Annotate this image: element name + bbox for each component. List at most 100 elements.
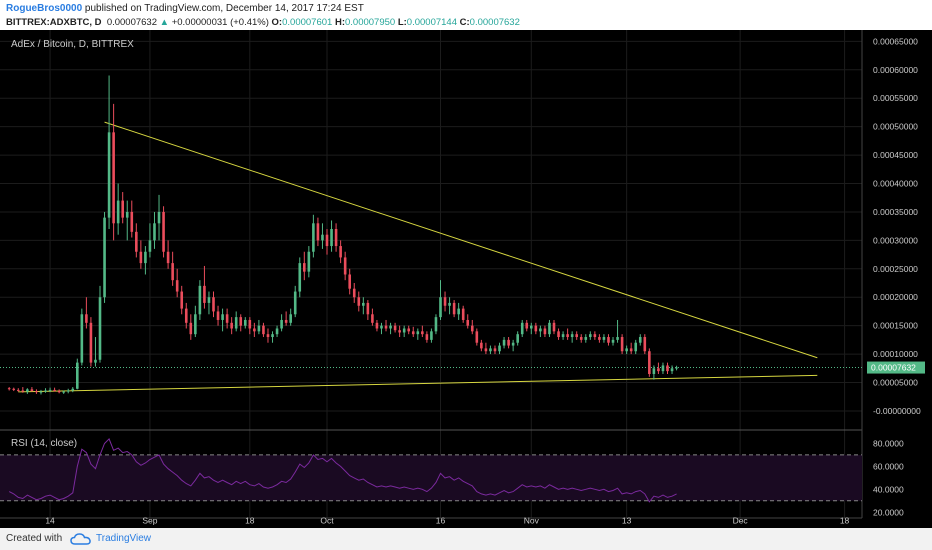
candle-body <box>35 391 38 393</box>
candle <box>221 308 224 332</box>
candle <box>407 325 411 335</box>
candle-body <box>579 337 583 340</box>
trendlines[interactable] <box>0 121 862 393</box>
candle <box>39 389 43 395</box>
candle-body <box>293 291 297 315</box>
last-price: 0.00007632 <box>106 17 158 28</box>
candle-body <box>57 391 61 393</box>
candle-body <box>275 328 279 335</box>
rsi-tick-label: 80.0000 <box>873 438 904 448</box>
candle <box>525 319 529 332</box>
candle <box>620 334 624 355</box>
candle <box>321 223 324 249</box>
candle-body <box>570 334 574 338</box>
candle <box>116 183 120 235</box>
candle-body <box>411 331 415 335</box>
candle <box>443 291 447 312</box>
candle-body <box>648 351 651 374</box>
candle-body <box>539 328 542 332</box>
candle <box>575 331 578 340</box>
candle-body <box>116 200 120 224</box>
price-tick-label: 0.00040000 <box>873 179 918 189</box>
candle <box>530 322 533 335</box>
candle-body <box>421 331 424 335</box>
tradingview-brand-link[interactable]: TradingView <box>96 533 152 544</box>
candle-body <box>452 302 456 315</box>
candle-body <box>493 348 497 352</box>
candle-body <box>375 322 379 329</box>
candle-body <box>89 322 93 363</box>
candle <box>253 322 256 338</box>
candle-body <box>525 322 529 329</box>
candle-body <box>339 246 342 258</box>
price-tick-label: -0.00000000 <box>873 406 921 416</box>
candle <box>157 194 161 241</box>
candle <box>661 362 665 374</box>
candle <box>275 325 279 338</box>
candle <box>94 337 97 367</box>
candle-body <box>530 325 533 329</box>
candle <box>194 305 197 338</box>
candle <box>307 246 311 278</box>
candle <box>62 390 65 394</box>
axes: 0.00065000 0.00060000 0.00055000 0.00050000… <box>45 36 925 526</box>
candle <box>76 358 79 390</box>
candle <box>648 348 651 377</box>
candle-body <box>80 314 84 363</box>
candle <box>53 387 56 392</box>
candle-body <box>548 322 551 335</box>
candle-body <box>598 337 601 340</box>
candle <box>162 206 165 258</box>
candle <box>434 314 438 335</box>
candle-body <box>21 390 25 392</box>
candle-body <box>271 334 274 338</box>
price-change: +0.00000031 (+0.41%) <box>171 17 269 28</box>
candle <box>371 308 374 326</box>
candle-body <box>198 285 202 315</box>
candle-body <box>107 132 111 218</box>
candle-body <box>384 325 388 329</box>
candle <box>57 389 61 394</box>
candle <box>634 339 638 355</box>
candle <box>598 334 601 343</box>
candle-body <box>125 211 129 218</box>
price-tick-label: 0.00020000 <box>873 292 918 302</box>
candle-body <box>130 211 134 232</box>
candle <box>457 302 460 320</box>
time-tick-label: 13 <box>622 516 632 526</box>
candle-body <box>398 330 401 333</box>
candle-body <box>634 342 638 352</box>
candle-body <box>407 328 411 332</box>
price-chart[interactable]: 0.00065000 0.00060000 0.00055000 0.00050000… <box>0 30 932 528</box>
candle <box>280 314 283 332</box>
candle-body <box>85 314 88 323</box>
candle-body <box>135 231 138 252</box>
close-label: C: <box>459 17 470 28</box>
candle <box>130 200 134 238</box>
candle-body <box>189 322 193 335</box>
candle <box>339 240 342 264</box>
candle-body <box>257 325 261 332</box>
candle <box>230 317 233 335</box>
candle-body <box>470 325 474 332</box>
price-tick-label: 0.00005000 <box>873 378 918 388</box>
candle <box>334 223 338 252</box>
candle <box>393 322 397 333</box>
candle <box>475 328 479 346</box>
candle <box>579 334 583 343</box>
publisher-username[interactable]: RogueBros0000 <box>6 3 83 14</box>
candle <box>552 319 556 335</box>
candle-body <box>489 348 492 352</box>
candle-body <box>520 322 524 335</box>
candle <box>139 240 143 269</box>
candle-body <box>112 132 115 224</box>
candle <box>144 246 147 275</box>
candle-body <box>325 234 329 247</box>
candle <box>416 328 420 340</box>
candle <box>348 268 351 295</box>
candle <box>625 345 628 355</box>
candle-body <box>307 251 311 272</box>
candle-body <box>248 319 252 329</box>
price-tick-label: 0.00035000 <box>873 207 918 217</box>
candle <box>611 337 615 346</box>
